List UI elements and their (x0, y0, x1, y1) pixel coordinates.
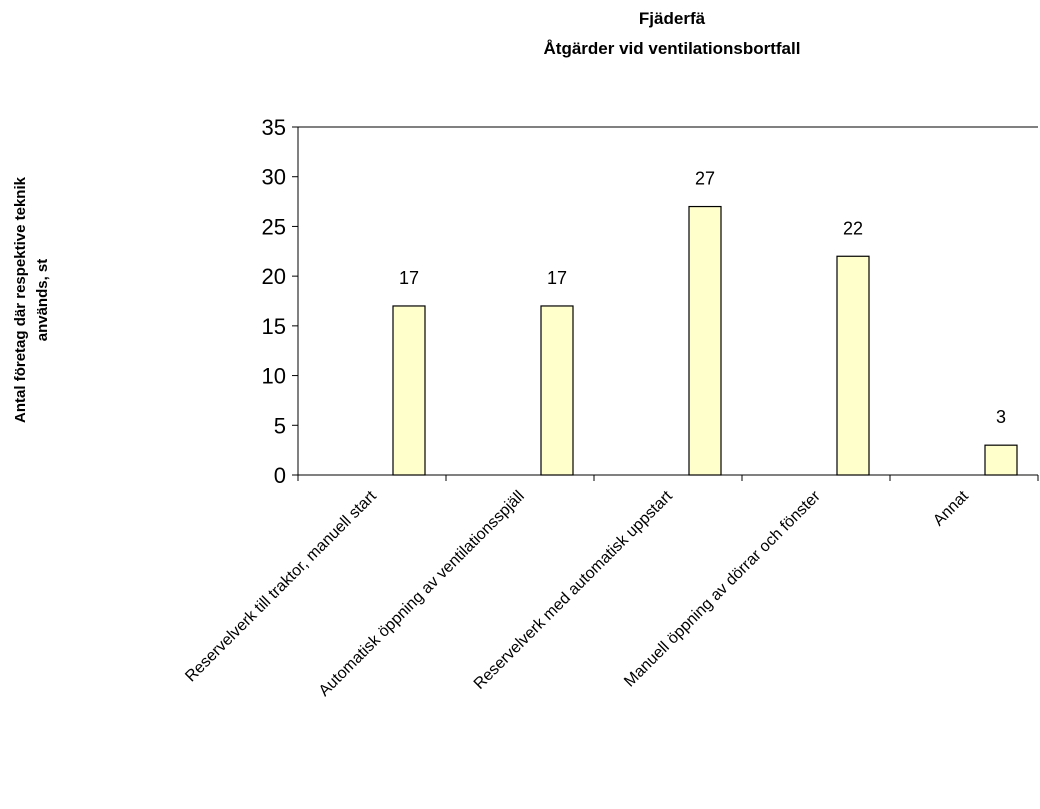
y-tick-label: 25 (262, 214, 286, 239)
y-tick-label: 15 (262, 314, 286, 339)
y-tick-label: 5 (274, 413, 286, 438)
chart-title: Fjäderfä (639, 9, 706, 28)
data-label: 22 (843, 218, 863, 238)
y-tick-label: 35 (262, 115, 286, 140)
y-tick-label: 30 (262, 165, 286, 190)
x-tick-label-group: Annat (930, 487, 972, 529)
data-label: 3 (996, 407, 1006, 427)
bar (984, 444, 1018, 476)
bar (540, 305, 574, 476)
data-label: 17 (399, 268, 419, 288)
bar (392, 305, 426, 476)
x-tick-label: Annat (930, 487, 972, 529)
y-tick-label: 20 (262, 264, 286, 289)
y-axis-title-line: används, st (34, 259, 51, 342)
y-tick-label: 10 (262, 364, 286, 389)
bar (688, 205, 722, 476)
y-tick-label: 0 (274, 463, 286, 488)
data-label: 27 (695, 169, 715, 189)
bar (836, 255, 870, 476)
chart-title: Åtgärder vid ventilationsbortfall (544, 39, 801, 58)
y-axis-title: Antal företag där respektive teknik anvä… (12, 176, 51, 423)
y-axis-title-line: Antal företag där respektive teknik (12, 176, 29, 423)
data-label: 17 (547, 268, 567, 288)
